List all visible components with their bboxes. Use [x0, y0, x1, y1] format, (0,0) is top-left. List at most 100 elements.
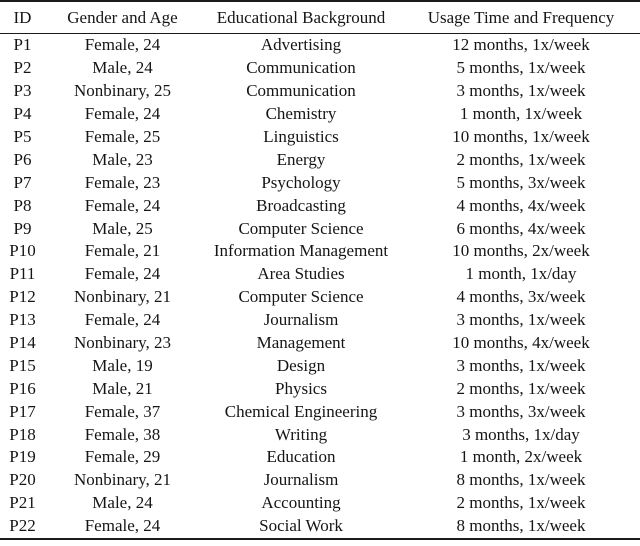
cell-educational-background: Journalism	[263, 310, 339, 330]
cell-educational-background: Accounting	[261, 493, 341, 513]
table-header: ID Gender and Age Educational Background…	[0, 1, 640, 34]
cell-educational-background: Computer Science	[238, 287, 364, 307]
cell-gender-age: Female, 21	[84, 241, 161, 261]
cell-id: P2	[13, 58, 32, 78]
cell-id: P22	[9, 516, 36, 536]
cell-id: P8	[13, 195, 32, 215]
cell-educational-background: Information Management	[213, 241, 389, 261]
cell-id: P6	[13, 149, 32, 169]
cell-educational-background: Physics	[275, 378, 327, 398]
column-header-usage-time-frequency: Usage Time and Frequency	[402, 1, 640, 34]
cell-usage-time-frequency: 6 months, 4x/week	[456, 218, 586, 238]
cell-gender-age: Male, 25	[92, 218, 153, 238]
cell-usage-time-frequency: 12 months, 1x/week	[452, 35, 590, 55]
cell-usage-time-frequency: 3 months, 1x/week	[456, 310, 586, 330]
cell-educational-background: Communication	[246, 81, 356, 101]
cell-gender-age: Nonbinary, 21	[73, 470, 172, 490]
table-row: P9 Male, 25 Computer Science 6 months, 4x/w…	[0, 217, 640, 240]
cell-gender-age: Male, 24	[92, 58, 153, 78]
cell-educational-background: Computer Science	[238, 218, 364, 238]
cell-id: P12	[9, 287, 36, 307]
cell-educational-background: Broadcasting	[256, 195, 346, 215]
cell-educational-background: Energy	[276, 149, 326, 169]
cell-id: P5	[13, 127, 32, 146]
table-row: P2 Male, 24 Communication 5 months, 1x/week	[0, 57, 640, 80]
cell-educational-background: Design	[276, 355, 326, 375]
cell-educational-background: Linguistics	[263, 127, 339, 146]
cell-id: P16	[9, 378, 36, 398]
cell-educational-background: Chemical Engineering	[224, 401, 378, 421]
cell-gender-age: Male, 23	[92, 149, 153, 169]
cell-gender-age: Female, 24	[84, 195, 161, 215]
cell-usage-time-frequency: 10 months, 4x/week	[452, 333, 590, 353]
table-row: P16 Male, 21 Physics 2 months, 1x/week	[0, 377, 640, 400]
cell-usage-time-frequency: 2 months, 1x/week	[456, 149, 586, 169]
table-row: P21 Male, 24 Accounting 2 months, 1x/week	[0, 492, 640, 515]
cell-id: P4	[13, 104, 32, 124]
cell-id: P11	[9, 264, 36, 284]
cell-usage-time-frequency: 3 months, 3x/week	[456, 401, 586, 421]
table-row: P19 Female, 29 Education 1 month, 2x/week	[0, 446, 640, 469]
cell-usage-time-frequency: 2 months, 1x/week	[456, 378, 586, 398]
cell-educational-background: Social Work	[259, 516, 343, 536]
cell-id: P3	[13, 81, 32, 101]
table-row: P6 Male, 23 Energy 2 months, 1x/week	[0, 148, 640, 171]
cell-educational-background: Advertising	[260, 35, 342, 55]
cell-usage-time-frequency: 10 months, 1x/week	[452, 127, 590, 146]
cell-id: P7	[13, 172, 32, 192]
table-body: P1 Female, 24 Advertising 12 months, 1x/wee…	[0, 34, 640, 539]
cell-usage-time-frequency: 8 months, 1x/week	[456, 516, 586, 536]
cell-usage-time-frequency: 1 month, 2x/week	[459, 447, 583, 467]
cell-educational-background: Journalism	[263, 470, 339, 490]
column-header-educational-background: Educational Background	[200, 1, 402, 34]
cell-gender-age: Male, 19	[92, 355, 153, 375]
header-row: ID Gender and Age Educational Background…	[0, 1, 640, 34]
cell-id: P19	[9, 447, 36, 467]
table-row: P14 Nonbinary, 23 Management 10 months, 4x/…	[0, 332, 640, 355]
cell-gender-age: Female, 24	[84, 516, 161, 536]
cell-usage-time-frequency: 2 months, 1x/week	[456, 493, 586, 513]
cell-educational-background: Education	[266, 447, 336, 467]
cell-educational-background: Communication	[246, 58, 356, 78]
table-row: P1 Female, 24 Advertising 12 months, 1x/wee…	[0, 34, 640, 57]
cell-id: P14	[9, 333, 36, 353]
cell-usage-time-frequency: 4 months, 3x/week	[456, 287, 586, 307]
cell-id: P17	[9, 401, 36, 421]
cell-id: P18	[9, 424, 36, 444]
table-row: P18 Female, 38 Writing 3 months, 1x/day	[0, 423, 640, 446]
table-row: P10 Female, 21 Information Management 10 mo…	[0, 240, 640, 263]
cell-id: P20	[9, 470, 36, 490]
cell-id: P10	[9, 241, 36, 261]
cell-usage-time-frequency: 3 months, 1x/week	[456, 355, 586, 375]
table-row: P11 Female, 24 Area Studies 1 month, 1x/day	[0, 263, 640, 286]
cell-gender-age: Nonbinary, 25	[73, 81, 172, 101]
cell-educational-background: Area Studies	[257, 264, 345, 284]
cell-gender-age: Female, 29	[84, 447, 161, 467]
cell-usage-time-frequency: 4 months, 4x/week	[456, 195, 586, 215]
table-row: P22 Female, 24 Social Work 8 months, 1x/wee…	[0, 515, 640, 539]
cell-gender-age: Female, 25	[84, 127, 161, 146]
cell-usage-time-frequency: 5 months, 1x/week	[456, 58, 586, 78]
cell-gender-age: Female, 24	[84, 104, 161, 124]
cell-usage-time-frequency: 3 months, 1x/day	[462, 424, 580, 444]
cell-usage-time-frequency: 8 months, 1x/week	[456, 470, 586, 490]
cell-id: P21	[9, 493, 36, 513]
cell-usage-time-frequency: 1 month, 1x/day	[465, 264, 577, 284]
table-row: P4 Female, 24 Chemistry 1 month, 1x/week	[0, 103, 640, 126]
column-header-id: ID	[0, 1, 45, 34]
cell-gender-age: Female, 23	[84, 172, 161, 192]
cell-educational-background: Psychology	[261, 172, 341, 192]
cell-educational-background: Writing	[274, 424, 328, 444]
cell-usage-time-frequency: 5 months, 3x/week	[456, 172, 586, 192]
column-header-gender-age: Gender and Age	[45, 1, 200, 34]
cell-gender-age: Female, 24	[84, 35, 161, 55]
cell-id: P1	[13, 35, 32, 55]
table-row: P13 Female, 24 Journalism 3 months, 1x/week	[0, 309, 640, 332]
cell-id: P9	[13, 218, 32, 238]
cell-gender-age: Male, 24	[92, 493, 153, 513]
table-row: P12 Nonbinary, 21 Computer Science 4 months…	[0, 286, 640, 309]
table-row: P7 Female, 23 Psychology 5 months, 3x/week	[0, 171, 640, 194]
cell-usage-time-frequency: 1 month, 1x/week	[459, 104, 583, 124]
cell-gender-age: Male, 21	[92, 378, 153, 398]
